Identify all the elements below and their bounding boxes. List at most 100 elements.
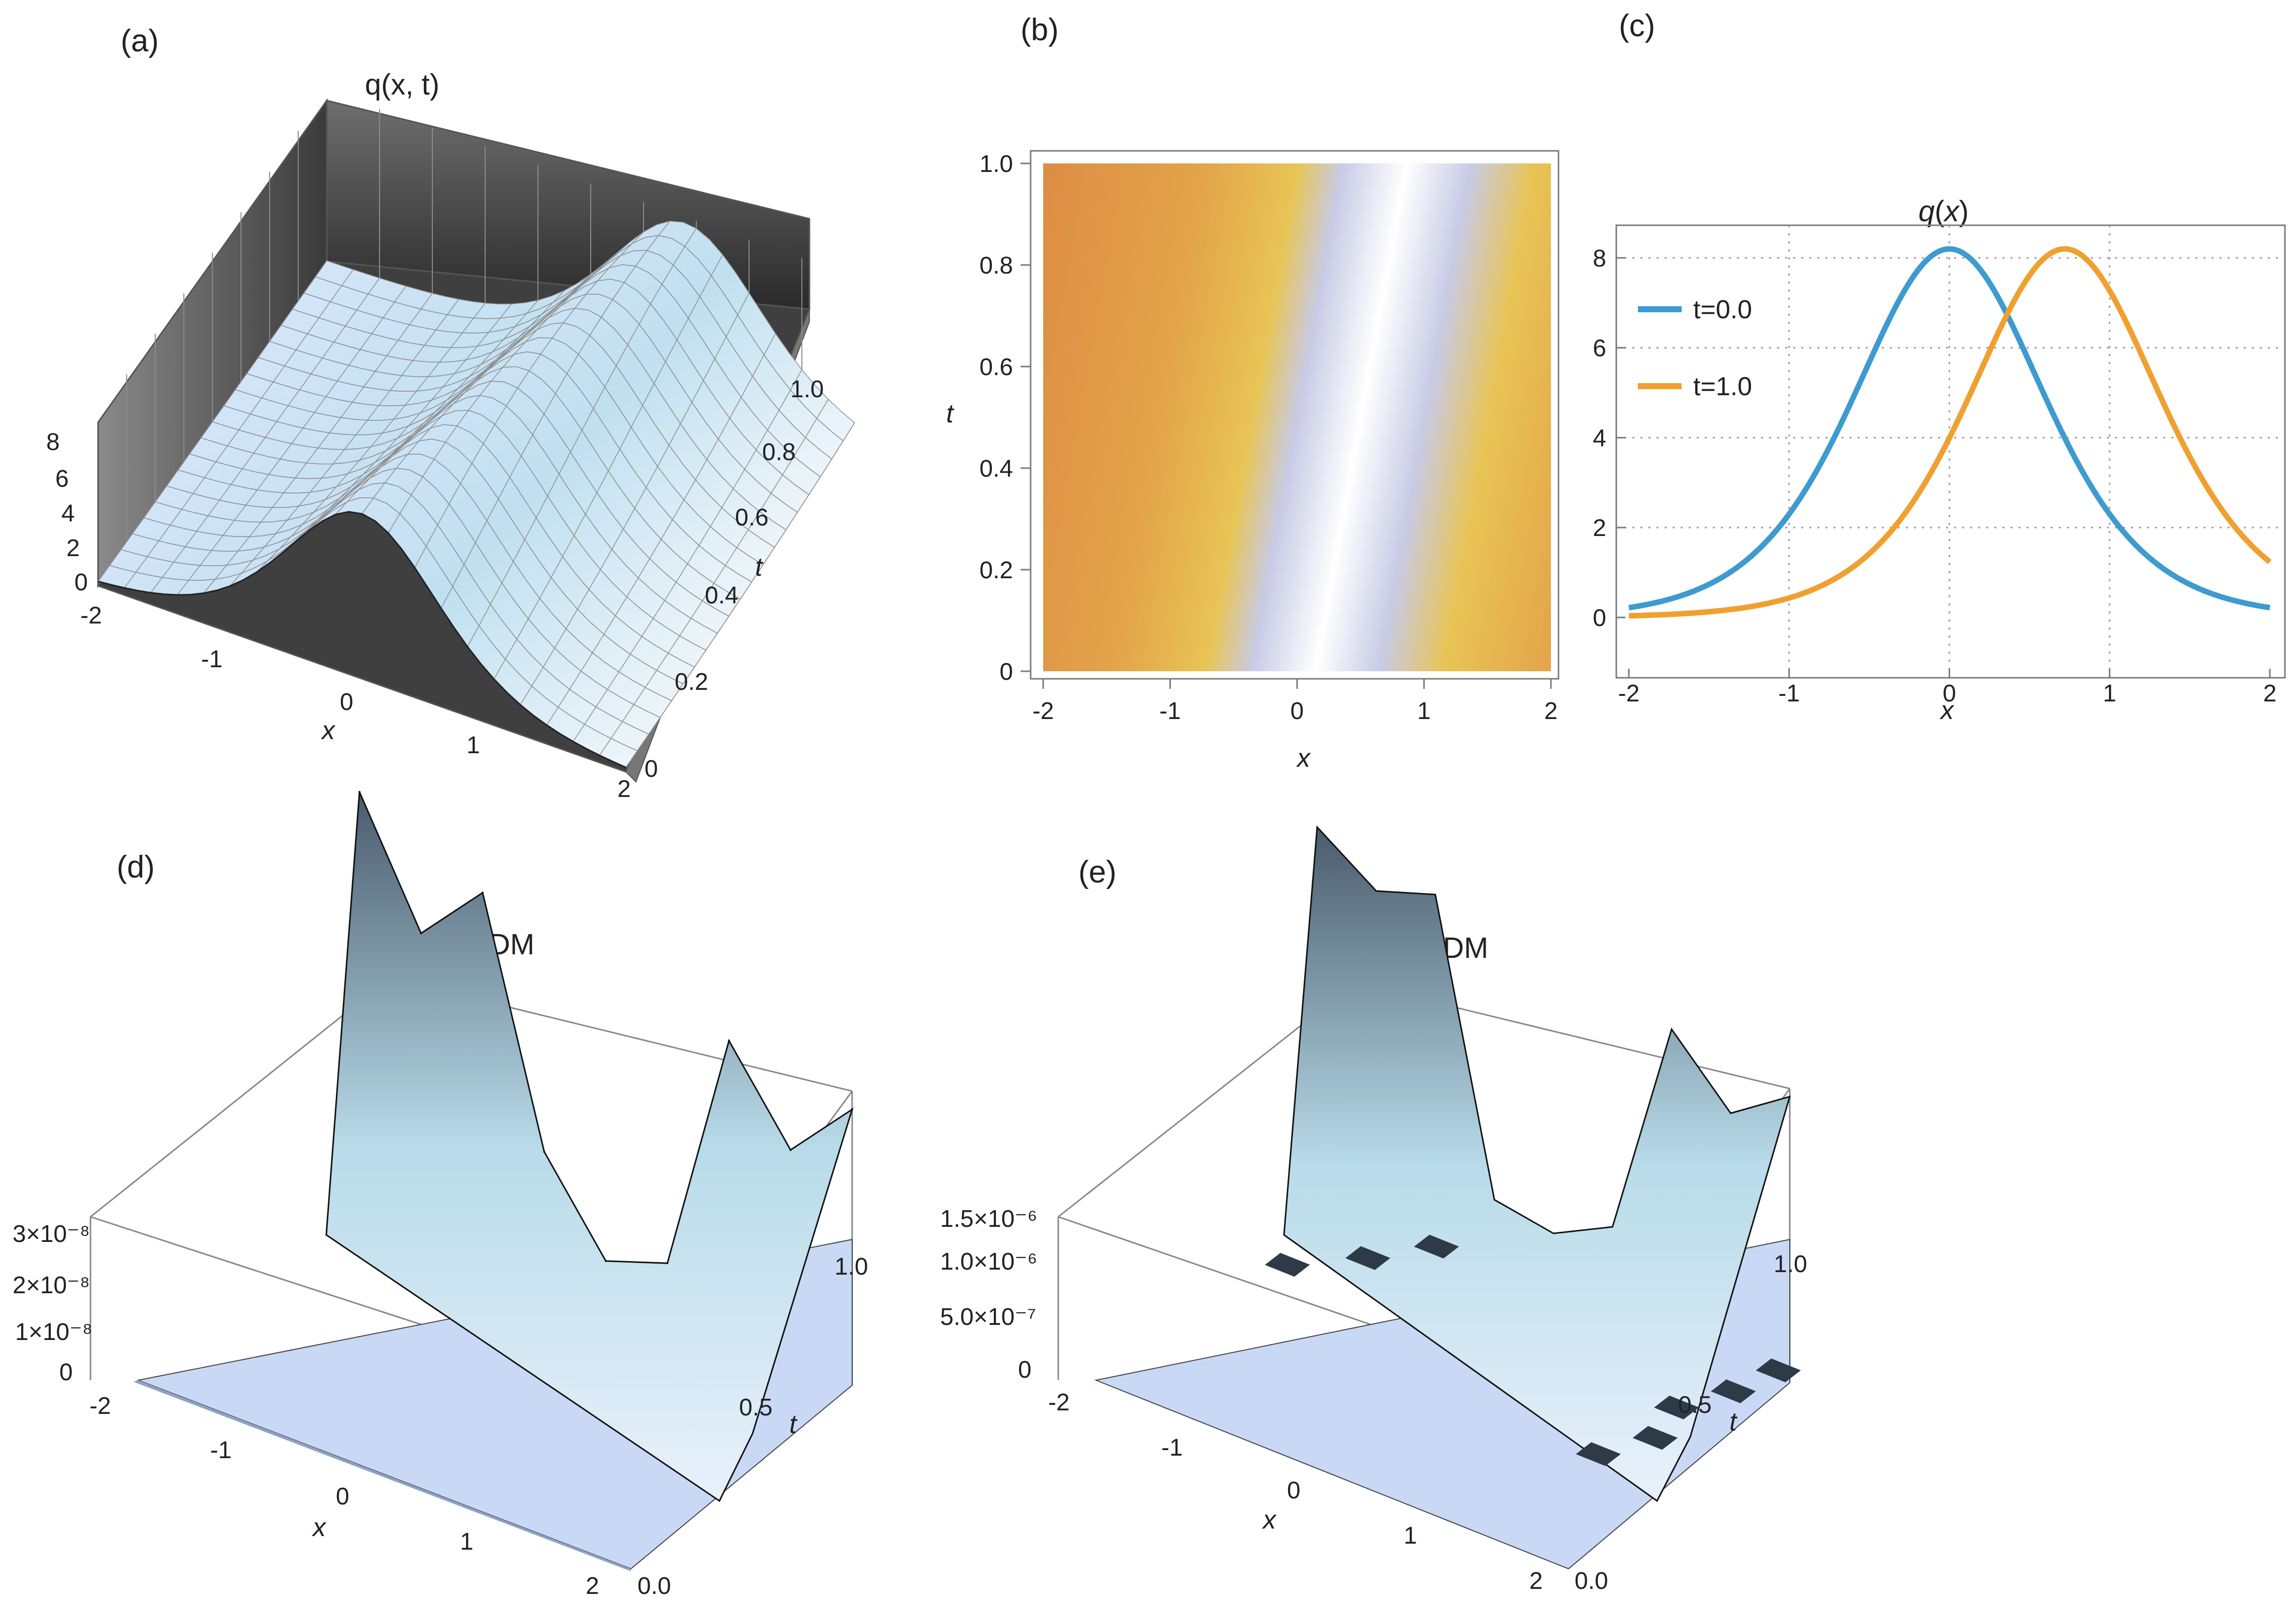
surface-mesh-line bbox=[98, 260, 327, 582]
panel-b-ylabel: t bbox=[946, 399, 955, 428]
panel-d-x-ticks: -2 -1 0 1 2 bbox=[89, 1393, 599, 1599]
panel-a-xtick-2: 2 bbox=[617, 776, 631, 802]
panel-a-t-ticks: 0 0.2 0.4 0.6 0.8 1.0 bbox=[645, 376, 824, 782]
c-xtick-label: -1 bbox=[1778, 680, 1800, 707]
b-xtick-label: 1 bbox=[1417, 698, 1431, 725]
panel-e-ztick-0: 0 bbox=[1018, 1357, 1032, 1383]
panel-d-ttick-05: 0.5 bbox=[739, 1394, 773, 1421]
panel-e-xtick-m1: -1 bbox=[1161, 1435, 1183, 1461]
surface-mesh-line bbox=[546, 333, 776, 726]
panel-a-z-ticks: 8 6 4 2 0 bbox=[46, 429, 88, 596]
b-xtick-label: -1 bbox=[1159, 698, 1181, 725]
panel-a-surface bbox=[97, 221, 855, 768]
panel-e-ttick-05: 0.5 bbox=[1678, 1392, 1712, 1418]
panel-a-ttick-02: 0.2 bbox=[675, 669, 708, 695]
surface-mesh-line bbox=[414, 231, 644, 568]
panel-a-xtick-m2: -2 bbox=[80, 602, 102, 629]
surface-mesh-line bbox=[520, 293, 750, 705]
panel-a-title: q(x, t) bbox=[365, 68, 439, 101]
panel-e-ztick-1: 5.0×10⁻⁷ bbox=[940, 1304, 1036, 1330]
b-ytick-label: 0.6 bbox=[979, 354, 1013, 381]
panel-d-ttick-0: 0.0 bbox=[637, 1573, 671, 1599]
panel-e-error-surface bbox=[1283, 825, 1791, 1502]
legend-label-t1: t=1.0 bbox=[1693, 372, 1752, 401]
panel-d-xlabel: x bbox=[311, 1513, 327, 1542]
surface-mesh-line bbox=[229, 299, 460, 587]
c-ytick-label: 6 bbox=[1593, 335, 1606, 362]
panel-d-peaks bbox=[358, 791, 853, 1265]
panel-c-legend: t=0.0 t=1.0 bbox=[1638, 295, 1752, 401]
panel-c-title: q(x) bbox=[1918, 195, 1969, 228]
panel-label-e: (e) bbox=[1078, 855, 1117, 889]
panel-e-t-ticks: 0.0 0.5 1.0 bbox=[1575, 1251, 1807, 1594]
panel-a-ttick-04: 0.4 bbox=[705, 582, 739, 609]
panel-a: q(x, t) 8 6 4 2 0 -2 -1 0 1 2 x 0 bbox=[46, 68, 855, 802]
panel-d-ztick-0: 0 bbox=[59, 1359, 73, 1386]
panel-d-ztick-2: 2×10⁻⁸ bbox=[13, 1272, 90, 1299]
surface-mesh-line bbox=[124, 269, 354, 588]
b-ytick-label: 0.2 bbox=[979, 557, 1013, 584]
panel-d-xtick-0: 0 bbox=[336, 1483, 349, 1510]
panel-a-xlabel: x bbox=[320, 716, 336, 745]
panel-c-xlabel: x bbox=[1939, 696, 1955, 725]
panel-label-a: (a) bbox=[121, 24, 159, 58]
d-profile-point bbox=[543, 1150, 545, 1153]
panel-e-xtick-0: 0 bbox=[1287, 1477, 1301, 1504]
c-ytick-label: 2 bbox=[1593, 515, 1606, 542]
surface-mesh-line bbox=[361, 274, 591, 514]
panel-e-xtick-2: 2 bbox=[1529, 1568, 1543, 1594]
panel-b-heatmap bbox=[1043, 163, 1551, 671]
panel-a-ttick-10: 1.0 bbox=[790, 376, 824, 403]
panel-c-grid bbox=[1616, 225, 2285, 678]
b-ytick-label: 0.4 bbox=[979, 456, 1013, 482]
panel-e-ztick-3: 1.5×10⁻⁶ bbox=[940, 1206, 1037, 1232]
c-xtick-label: -2 bbox=[1618, 680, 1640, 707]
panel-a-tlabel: t bbox=[755, 553, 764, 582]
b-ytick-label: 0.8 bbox=[979, 252, 1013, 279]
panel-c-axes: -2 -1 0 1 2 0 2 4 6 8 bbox=[1593, 245, 2276, 707]
c-xtick-label: 2 bbox=[2263, 680, 2277, 707]
series-line-t=1.0 bbox=[1628, 246, 2272, 619]
surface-mesh-line bbox=[256, 303, 486, 573]
panel-b-xlabel: x bbox=[1296, 744, 1311, 773]
series-line-t=0.0 bbox=[1628, 246, 2270, 610]
surface-mesh-line bbox=[467, 228, 697, 647]
b-ytick-label: 0 bbox=[999, 659, 1013, 685]
panel-e-ztick-2: 1.0×10⁻⁶ bbox=[940, 1248, 1037, 1275]
e-dark-block bbox=[1414, 1234, 1459, 1259]
legend-label-t0: t=0.0 bbox=[1693, 295, 1752, 324]
panel-a-ztick-6: 6 bbox=[55, 466, 69, 492]
panel-label-c: (c) bbox=[1619, 9, 1655, 43]
e-dark-block bbox=[1345, 1246, 1391, 1270]
e-dark-block bbox=[1654, 1395, 1699, 1419]
surface-mesh-line bbox=[335, 290, 565, 515]
panel-e-xtick-m2: -2 bbox=[1048, 1389, 1070, 1416]
panel-a-xtick-1: 1 bbox=[467, 732, 480, 759]
panel-a-ttick-0: 0 bbox=[645, 756, 658, 782]
panel-d-t-ticks: 0.0 0.5 1.0 bbox=[637, 1254, 868, 1599]
b-xtick-label: 0 bbox=[1291, 698, 1304, 725]
panel-e-xtick-1: 1 bbox=[1404, 1523, 1417, 1549]
surface-mesh-line bbox=[625, 422, 855, 768]
panel-a-ztick-4: 4 bbox=[61, 500, 75, 527]
panel-d-xtick-2: 2 bbox=[586, 1573, 599, 1599]
surface-mesh-line bbox=[176, 286, 407, 595]
panel-d-ztick-1: 1×10⁻⁸ bbox=[15, 1319, 93, 1346]
panel-d-z-ticks: 3×10⁻⁸ 2×10⁻⁸ 1×10⁻⁸ 0 bbox=[13, 1221, 93, 1386]
panel-e-ttick-10: 1.0 bbox=[1774, 1251, 1807, 1278]
c-xtick-label: 0 bbox=[1943, 680, 1956, 707]
panel-c-frame bbox=[1615, 224, 2286, 679]
e-dark-block bbox=[1576, 1442, 1621, 1466]
surface-mesh-line bbox=[573, 369, 802, 742]
panel-a-ztick-8: 8 bbox=[46, 429, 60, 456]
surface-mesh-line bbox=[282, 304, 512, 553]
panel-e-z-ticks: 1.5×10⁻⁶ 1.0×10⁻⁶ 5.0×10⁻⁷ 0 bbox=[940, 1206, 1037, 1383]
panel-a-ztick-2: 2 bbox=[66, 535, 80, 562]
panel-a-xtick-m1: -1 bbox=[201, 646, 223, 673]
panel-e-dark-blocks bbox=[1265, 1234, 1801, 1466]
d-profile-point bbox=[851, 1108, 853, 1111]
panel-c-series bbox=[1628, 246, 2272, 619]
panel-d: Error LADM 3×10⁻⁸ 2×10⁻⁸ 1×10⁻⁸ 0 -2 -1 … bbox=[13, 791, 868, 1599]
b-xtick-label: 2 bbox=[1544, 698, 1558, 725]
